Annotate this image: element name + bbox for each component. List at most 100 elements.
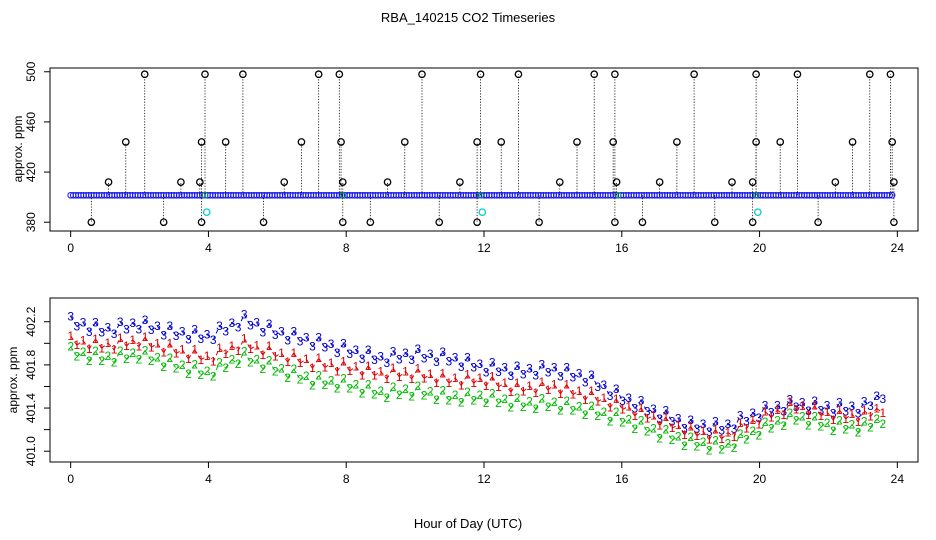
series-3-segment — [647, 408, 654, 413]
series-1-segment — [169, 343, 177, 354]
series-2-segment — [820, 422, 828, 428]
outlier-mid-point — [848, 138, 857, 146]
series-2-segment — [119, 350, 127, 360]
series-3-segment — [386, 351, 394, 364]
series-1-segment — [690, 426, 698, 437]
series-3-segment — [640, 400, 648, 412]
series-1-segment — [262, 345, 270, 356]
series-1-segment — [777, 409, 784, 416]
series-2-segment — [101, 355, 109, 362]
outlier-low-point — [197, 218, 206, 227]
series-1-segment — [417, 368, 425, 379]
series-3-segment — [113, 321, 121, 335]
series-2-segment — [268, 360, 276, 372]
series-3-segment — [119, 321, 127, 330]
series-1-segment — [876, 407, 884, 414]
series-3-segment — [870, 395, 878, 407]
series-1-segment — [448, 377, 456, 384]
series-1-segment — [839, 409, 847, 420]
outlier-low1-point — [195, 178, 204, 186]
outlier-low1-point — [555, 178, 564, 186]
series-2-segment — [386, 386, 394, 399]
series-3-segment — [783, 399, 791, 412]
series-3-segment — [374, 355, 381, 361]
series-1-segment — [343, 361, 351, 372]
series-2-segment — [671, 436, 679, 441]
outlier-mid-point — [221, 138, 230, 146]
series-1-segment — [584, 390, 592, 401]
series-1-segment — [863, 410, 871, 417]
series-2-segment — [832, 420, 840, 432]
series-1-segment — [324, 362, 332, 369]
series-1-segment — [281, 352, 289, 363]
outlier-mid-point — [297, 138, 306, 146]
series-3-segment — [603, 384, 611, 397]
series-1-segment — [870, 408, 878, 417]
series-3-segment — [752, 412, 760, 419]
outlier-low1-point — [890, 178, 898, 186]
series-2-segment — [144, 350, 152, 362]
top-y-tick-label: 460 — [24, 112, 38, 132]
series-2-segment — [857, 421, 865, 433]
series-1-segment — [305, 358, 313, 369]
series-3-segment — [138, 319, 146, 330]
series-3-segment — [553, 367, 561, 377]
series-1-segment — [318, 357, 326, 368]
bottom-y-tick-label: 402.2 — [24, 306, 38, 336]
series-3-segment — [212, 325, 220, 341]
series-2-segment — [572, 406, 580, 412]
series-1-segment — [622, 405, 629, 410]
series-1-segment — [609, 398, 617, 408]
series-2-segment — [243, 351, 251, 363]
series-1-segment — [615, 398, 623, 410]
series-2-segment — [305, 375, 313, 386]
outlier-high-point — [752, 70, 760, 79]
bottom-y-tick-label: 401.0 — [24, 436, 38, 466]
series-1-segment — [752, 419, 760, 425]
outlier-high-point — [239, 70, 247, 79]
series-1-segment — [671, 424, 679, 429]
series-2-segment — [665, 429, 673, 441]
outlier-low-point — [890, 218, 898, 227]
bottom-x-tick-label: 12 — [477, 472, 491, 486]
series-3-segment — [95, 322, 103, 334]
series-3-segment — [547, 367, 555, 374]
series-1-segment — [237, 338, 245, 352]
series-1-segment — [119, 337, 127, 347]
series-1-segment — [132, 339, 140, 347]
series-3-segment — [330, 343, 338, 354]
series-2-segment — [473, 394, 481, 401]
series-3-segment — [721, 423, 729, 431]
series-2-segment — [529, 401, 537, 410]
series-1-segment — [70, 335, 78, 346]
series-3-segment — [467, 357, 475, 368]
series-1-segment — [770, 409, 778, 418]
series-1-segment — [374, 370, 381, 377]
outlier-mid-point — [673, 138, 681, 146]
bottom-x-tick-label: 4 — [205, 472, 212, 486]
series-2-segment — [485, 393, 493, 404]
series-3-segment — [175, 331, 183, 337]
outlier-high-point — [476, 70, 485, 79]
series-1-segment — [628, 406, 636, 417]
series-2-segment — [411, 385, 419, 397]
series-1-segment — [560, 384, 568, 395]
series-3-segment — [808, 400, 816, 412]
series-3-segment — [473, 363, 481, 369]
series-1-segment — [696, 430, 704, 437]
series-2-segment — [436, 390, 444, 401]
series-2-segment — [126, 352, 134, 360]
outlier-mid-point — [888, 138, 897, 146]
series-3-segment — [566, 367, 574, 378]
bottom-y-axis-label: approx. ppm — [6, 347, 20, 414]
top-x-tick-label: 16 — [615, 241, 629, 255]
bottom-data-marks: 3 3 3 33 33 3 3 33 3 33 3 3 3 3 3 33 3 3 3 3 3 3 3 3 33 3 3 33 33 333… — [67, 308, 886, 458]
series-1-segment — [498, 382, 505, 388]
series-1-segment — [76, 340, 84, 346]
cyan-point — [478, 208, 487, 217]
top-data-marks — [67, 70, 898, 227]
series-3-segment — [504, 367, 512, 377]
series-3-segment — [157, 325, 165, 336]
series-2-segment — [659, 429, 667, 439]
series-1-point: 1 — [880, 406, 887, 420]
